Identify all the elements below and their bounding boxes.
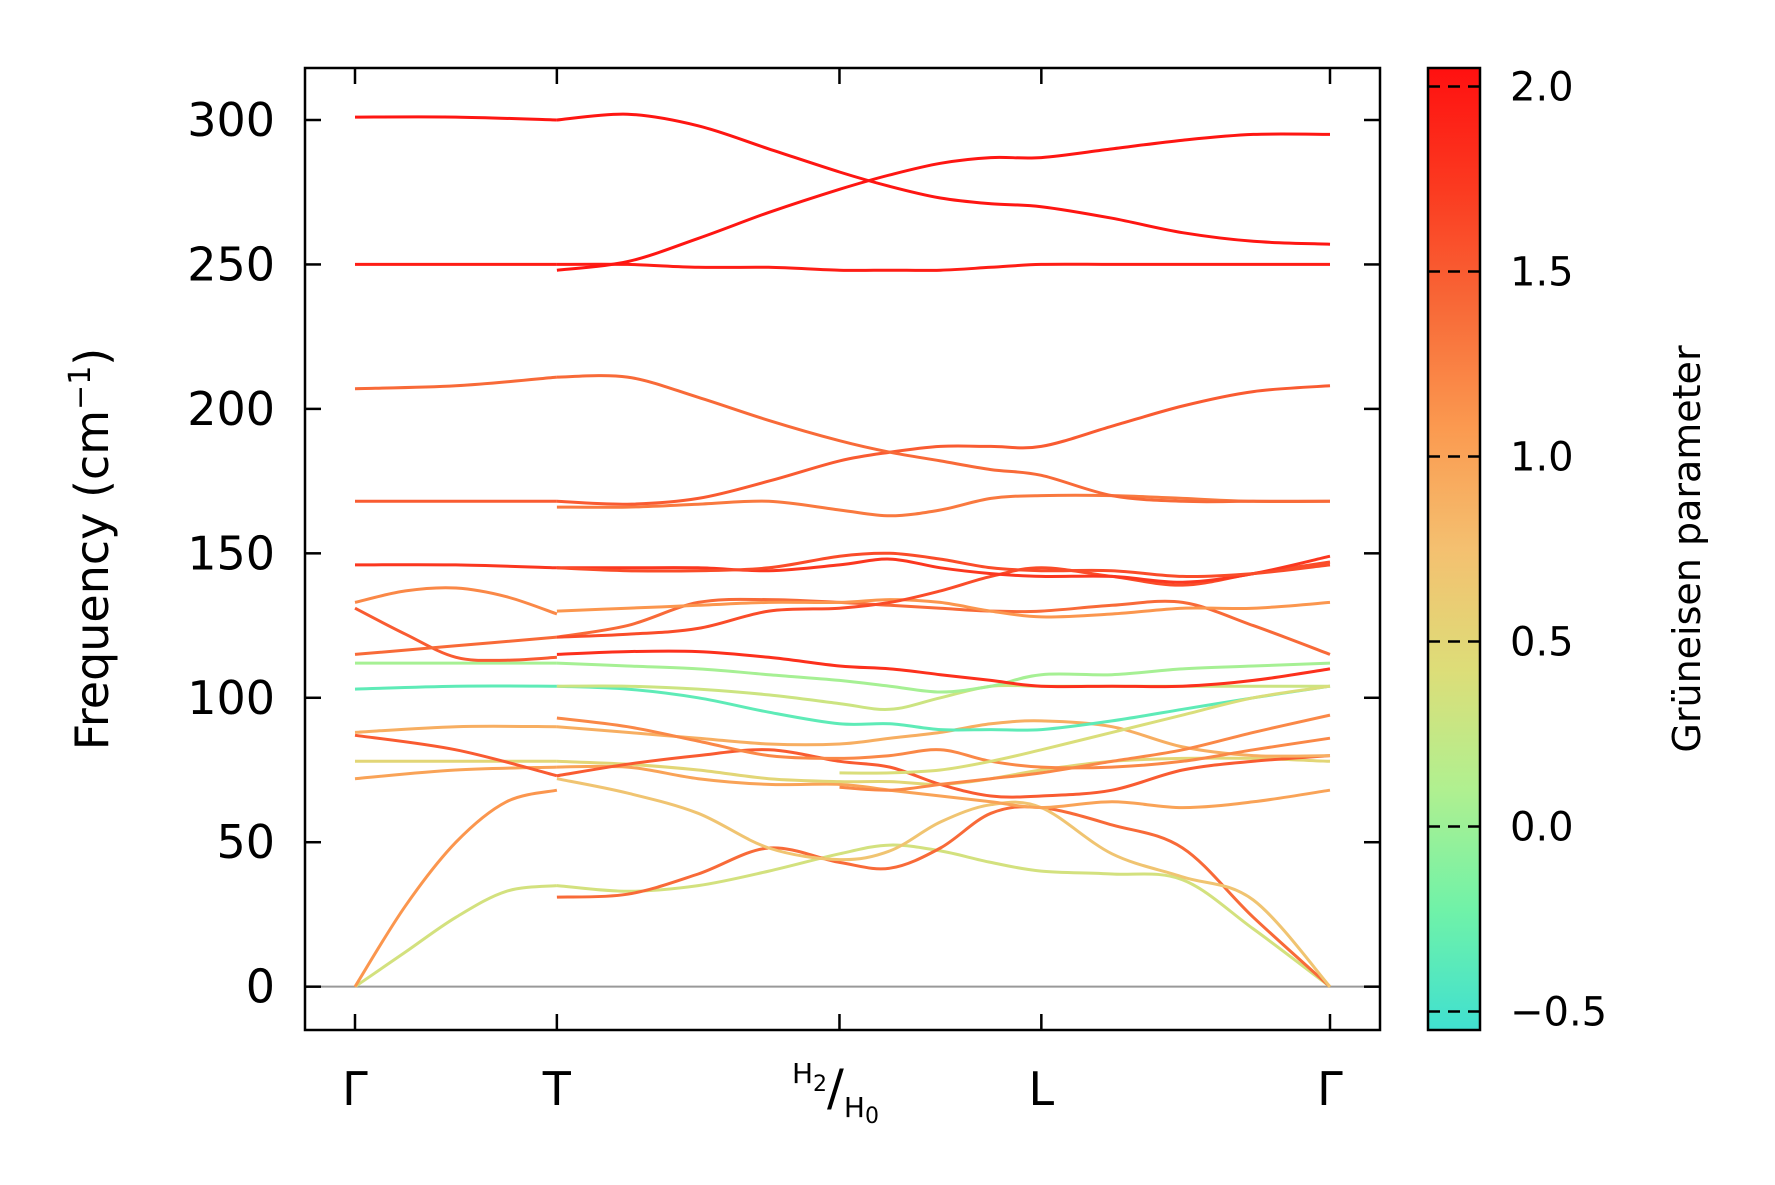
colorbar-tick-label: 0.5 <box>1510 620 1574 666</box>
y-ticks: 0 50 100 150 200 250 300 <box>187 93 1380 1014</box>
band-b8 <box>354 724 557 734</box>
band-b27 <box>556 132 1331 272</box>
band-b15 <box>556 649 1331 689</box>
band-b14 <box>556 661 1331 694</box>
y-tick-label: 300 <box>187 93 275 147</box>
band-b20 <box>556 560 1331 639</box>
band-b21 <box>556 554 1331 584</box>
y-tick-label: 200 <box>187 382 275 436</box>
colorbar-tick-label: −0.5 <box>1510 990 1607 1036</box>
band-b11 <box>556 684 1331 732</box>
colorbar <box>1426 66 1482 1032</box>
band-b17 <box>354 635 558 656</box>
x-tick-label: H2/H0 <box>792 1057 879 1129</box>
colorbar-tick-label: 2.0 <box>1510 65 1574 111</box>
colorbar-label: Grüneisen parameter <box>1665 345 1709 753</box>
colorbar-tick-label: 1.0 <box>1510 435 1574 481</box>
band-b28 <box>354 115 557 122</box>
band-b16 <box>354 606 557 662</box>
band-b28 <box>556 112 1331 246</box>
bands-layer <box>353 112 1332 988</box>
plot-frame <box>303 66 1382 1032</box>
band-b19 <box>556 598 1331 619</box>
band-b11 <box>354 684 557 691</box>
band-b21 <box>354 563 557 570</box>
x-ticks: Γ T H2/H0 L Γ <box>342 68 1343 1129</box>
band-b6 <box>556 756 1331 786</box>
band-b8 <box>556 719 1331 758</box>
band-b1 <box>354 884 558 988</box>
band-b3 <box>556 805 1332 988</box>
x-tick-label: L <box>1029 1062 1055 1116</box>
colorbar-ticks: −0.5 0.0 0.5 1.0 1.5 2.0 <box>1428 65 1607 1036</box>
y-axis-label-close: ) <box>65 348 119 366</box>
y-tick-label: 50 <box>216 815 275 869</box>
band-b24 <box>556 384 1331 506</box>
y-axis-label-superscript: −1 <box>63 366 98 410</box>
y-tick-label: 150 <box>187 526 275 580</box>
band-b18 <box>354 586 558 616</box>
band-b7 <box>354 733 558 778</box>
band-b25 <box>354 375 558 391</box>
colorbar-tick-label: 0.0 <box>1510 805 1574 851</box>
x-tick-label: Γ <box>1317 1062 1343 1116</box>
band-b22 <box>556 551 1331 578</box>
band-b13 <box>839 684 1331 775</box>
y-axis-label: Frequency (cm−1) <box>63 348 119 751</box>
band-b1 <box>556 843 1331 988</box>
band-b26 <box>556 262 1330 272</box>
x-tick-label: Γ <box>342 1062 368 1116</box>
band-b5 <box>354 765 557 781</box>
band-b5 <box>556 764 1331 810</box>
x-tick-label: T <box>542 1062 572 1116</box>
band-b17 <box>556 597 1331 656</box>
band-b10 <box>839 713 1331 792</box>
y-tick-label: 100 <box>187 671 275 725</box>
band-b25 <box>556 374 1330 504</box>
band-b23 <box>556 493 1331 518</box>
y-tick-label: 0 <box>246 960 275 1014</box>
band-b2 <box>353 788 558 988</box>
y-tick-label: 250 <box>187 237 275 291</box>
colorbar-tick-label: 1.5 <box>1510 250 1574 296</box>
y-axis-label-main: Frequency (cm <box>65 410 119 750</box>
band-b4 <box>556 777 1332 988</box>
band-b9 <box>556 716 1331 770</box>
